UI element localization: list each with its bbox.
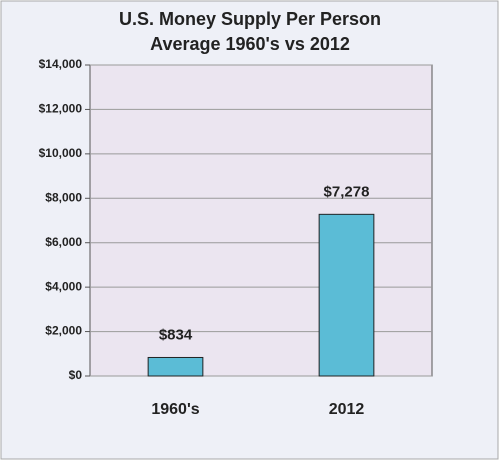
data-label: $834 (159, 326, 193, 343)
y-tick-label: $0 (69, 368, 83, 382)
bar (318, 213, 375, 377)
data-label: $7,278 (324, 183, 370, 200)
y-tick-label: $4,000 (45, 279, 82, 293)
y-tick-label: $12,000 (39, 102, 83, 116)
plot-area (89, 64, 433, 377)
chart-subtitle: Average 1960's vs 2012 (150, 34, 350, 54)
x-tick-label: 2012 (329, 401, 365, 418)
y-tick-label: $10,000 (39, 146, 83, 160)
x-tick-label: 1960's (151, 401, 199, 418)
chart-title: U.S. Money Supply Per Person (119, 9, 381, 29)
y-tick-label: $8,000 (45, 190, 82, 204)
y-tick-label: $14,000 (39, 57, 83, 71)
y-tick-label: $2,000 (45, 324, 82, 338)
y-tick-label: $6,000 (45, 235, 82, 249)
bar (147, 356, 204, 377)
